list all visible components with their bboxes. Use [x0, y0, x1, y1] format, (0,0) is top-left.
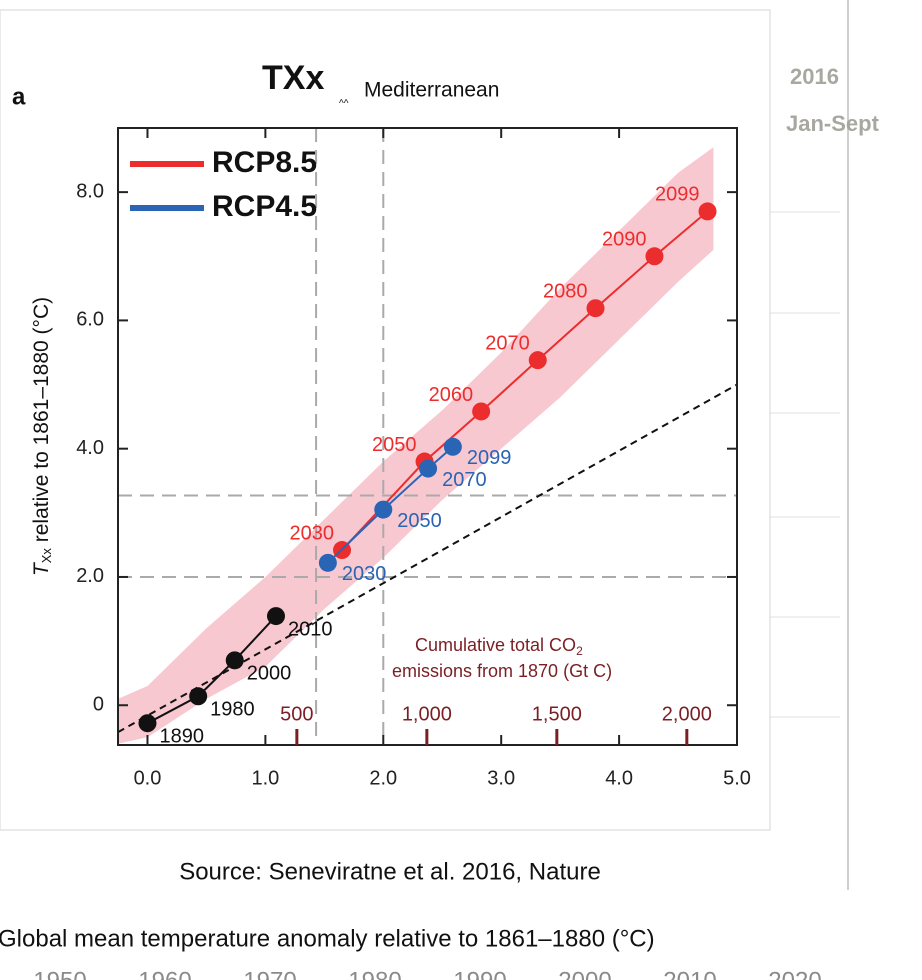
bg-year: 2020: [768, 967, 821, 980]
point-label: 2090: [602, 229, 647, 251]
side-label: 2016: [790, 64, 839, 89]
x2-label: emissions from 1870 (Gt C): [392, 661, 612, 681]
point-label: 2000: [247, 663, 292, 685]
x2-label: Cumulative total CO2: [415, 635, 583, 658]
point-label: 2050: [372, 434, 417, 456]
series-line: [327, 446, 454, 564]
chart-subtitle: Mediterranean: [364, 79, 499, 102]
chart: 1890 1980 2000 2010 2030 2050 2060 2070 2080 2090…: [12, 59, 751, 789]
y-tick-label: 0: [93, 694, 104, 716]
point-label: 1980: [210, 699, 255, 721]
x2-tick-label: 1,500: [532, 703, 582, 725]
y-tick-label: 2.0: [76, 565, 104, 587]
data-point: [266, 607, 285, 626]
bg-year: 1950: [33, 967, 86, 980]
point-label: 2099: [467, 447, 512, 469]
x2-tick-label: 1,000: [402, 703, 452, 725]
data-point: [374, 500, 393, 519]
data-point: [698, 202, 717, 221]
background-page: 2016 Jan-Sept Source: Seneviratne et al.…: [0, 0, 880, 952]
point-label: 2080: [543, 281, 588, 303]
data-point: [528, 351, 547, 370]
chart-title: TXx: [262, 59, 324, 97]
point-label: 2070: [442, 469, 487, 491]
y-label-symbol: T: [30, 561, 53, 576]
data-point: [586, 299, 605, 318]
point-label: 2099: [655, 184, 700, 206]
data-point: [189, 687, 208, 706]
side-label: Jan-Sept: [786, 111, 880, 136]
x-tick-label: 3.0: [487, 767, 515, 789]
bg-year: 1970: [243, 967, 296, 980]
x2-label-sub: 2: [576, 644, 583, 658]
point-label: 2030: [342, 563, 387, 585]
figure-frame: [0, 9, 771, 831]
bg-year: 2010: [663, 967, 716, 980]
data-point: [443, 437, 462, 456]
title-mark: ^^: [339, 99, 349, 110]
data-point: [645, 247, 664, 266]
bg-year: 1980: [348, 967, 401, 980]
data-point: [225, 651, 244, 670]
data-point: [318, 553, 337, 572]
x-tick-label: 2.0: [369, 767, 397, 789]
bg-year: 1990: [453, 967, 506, 980]
x2-tick-label: 2,000: [662, 703, 712, 725]
y-label-sub: Xx: [39, 548, 54, 564]
bg-year: 1960: [138, 967, 191, 980]
legend-label: RCP8.5: [212, 146, 317, 179]
point-label: 2010: [288, 618, 333, 640]
x2-tick-label: 500: [280, 703, 313, 725]
y-axis-label: TXx relative to 1861–1880 (°C): [30, 297, 55, 576]
x-tick-label: 5.0: [723, 767, 751, 789]
point-label: 2050: [397, 510, 442, 532]
y-tick-label: 4.0: [76, 437, 104, 459]
x2-label-part: Cumulative total CO: [415, 635, 576, 655]
y-tick-label: 6.0: [76, 309, 104, 331]
source: Source: Seneviratne et al. 2016, Nature: [179, 858, 601, 885]
y-label-text: relative to 1861–1880 (°C): [30, 297, 53, 548]
x-tick-label: 1.0: [251, 767, 279, 789]
uncertainty-band: [118, 147, 714, 744]
data-point: [138, 714, 157, 733]
x-tick-label: 4.0: [605, 767, 633, 789]
point-label: 1890: [159, 725, 204, 747]
legend-label: RCP4.5: [212, 190, 317, 223]
plot-area: [118, 128, 737, 745]
y-tick-label: 8.0: [76, 180, 104, 202]
point-label: 2060: [429, 384, 474, 406]
data-point: [419, 459, 438, 478]
bg-year: 2000: [558, 967, 611, 980]
point-label: 2070: [485, 332, 530, 354]
panel-label: a: [12, 83, 26, 110]
emission-line: [118, 383, 737, 734]
data-point: [472, 402, 491, 421]
caption: Global mean temperature anomaly relative…: [0, 925, 655, 952]
series-line: [147, 615, 277, 725]
point-label: 2030: [290, 522, 335, 544]
x-tick-label: 0.0: [134, 767, 162, 789]
